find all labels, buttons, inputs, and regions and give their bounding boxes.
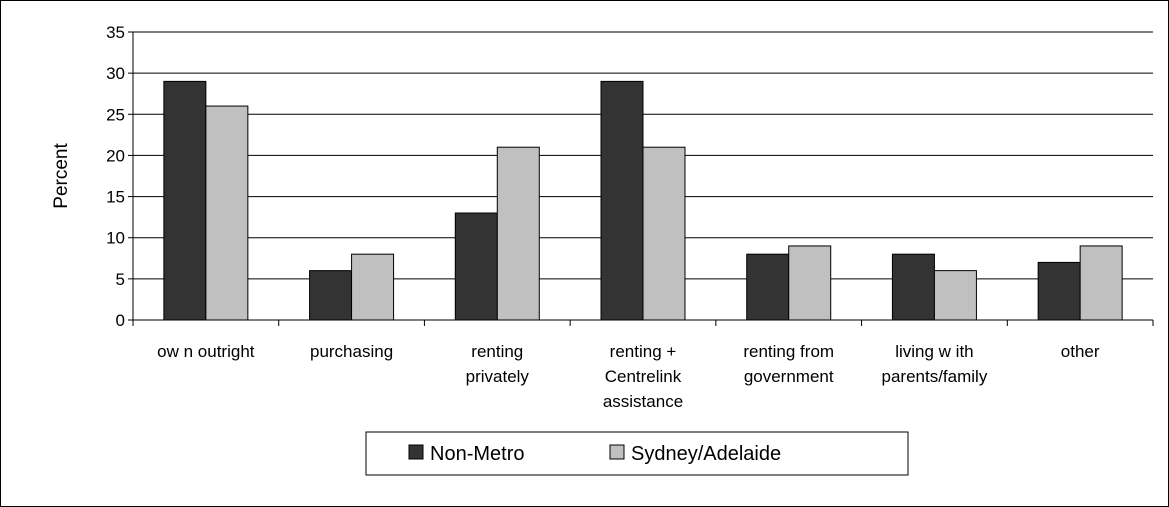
bar-non-metro xyxy=(163,80,207,321)
bar-non-metro xyxy=(309,270,353,321)
bar-sydney-adelaide xyxy=(642,146,686,321)
bar-sydney-adelaide xyxy=(351,253,395,321)
y-tick-label: 15 xyxy=(106,188,125,207)
y-tick-label: 10 xyxy=(106,229,125,248)
bar-non-metro xyxy=(454,212,498,321)
legend-swatch-sydney-adelaide xyxy=(609,444,625,460)
bar-sydney-adelaide xyxy=(933,270,977,321)
bar-sydney-adelaide xyxy=(496,146,540,321)
y-tick-label: 25 xyxy=(106,105,125,124)
y-tick-label: 30 xyxy=(106,64,125,83)
bar-sydney-adelaide xyxy=(205,105,249,321)
bar-non-metro xyxy=(1037,261,1081,321)
y-tick-label: 35 xyxy=(106,23,125,42)
x-category-label: other xyxy=(1061,342,1100,361)
bar-sydney-adelaide xyxy=(788,245,832,321)
x-category-label: living w ith parents/family xyxy=(882,342,988,386)
bar-sydney-adelaide xyxy=(1079,245,1123,321)
legend-label-non-metro: Non-Metro xyxy=(430,443,524,465)
legend-box xyxy=(365,431,909,476)
x-category-label: purchasing xyxy=(310,342,393,361)
bar-non-metro xyxy=(746,253,790,321)
x-category-label: renting + Centrelink assistance xyxy=(603,342,683,411)
x-category-label: renting from government xyxy=(743,342,834,386)
y-tick-label: 5 xyxy=(116,270,125,289)
bar-non-metro xyxy=(891,253,935,321)
y-tick-label: 20 xyxy=(106,146,125,165)
y-axis-title: Percent xyxy=(51,143,72,209)
legend-label-sydney-adelaide: Sydney/Adelaide xyxy=(631,443,781,465)
y-tick-label: 0 xyxy=(116,311,125,330)
x-category-label: renting privately xyxy=(466,342,530,386)
legend-swatch-non-metro xyxy=(408,444,424,460)
bar-non-metro xyxy=(600,80,644,321)
x-category-label: ow n outright xyxy=(157,342,255,361)
